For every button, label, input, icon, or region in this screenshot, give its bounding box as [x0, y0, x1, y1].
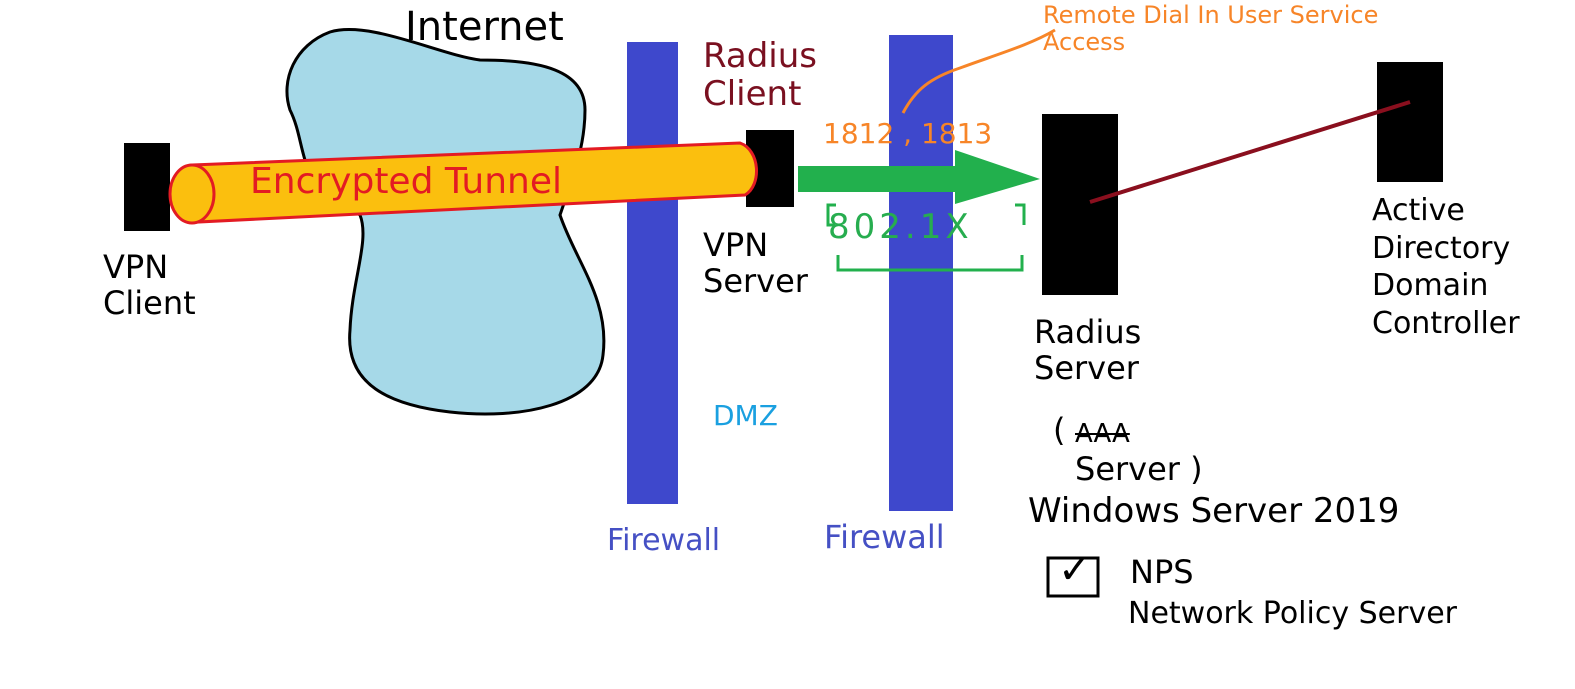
vpn-client-label: VPN Client	[103, 248, 196, 322]
remote-dial-in-label: Remote Dial In User Service Access	[1043, 1, 1379, 56]
nps-full-label: Network Policy Server	[1128, 596, 1458, 631]
nps-label: NPS	[1130, 553, 1194, 591]
encrypted-tunnel-mouth	[168, 163, 216, 225]
nps-checkbox	[1046, 556, 1100, 598]
aaa-label: AAA	[1075, 419, 1130, 449]
callout-line	[901, 28, 1056, 114]
encrypted-tunnel-body	[190, 141, 758, 224]
domain-controller-device	[1377, 62, 1443, 182]
firewall-right-bar	[889, 35, 953, 511]
radius-server-device	[1042, 114, 1118, 295]
radius-to-dc-line	[1089, 100, 1411, 204]
radius-server-label: Radius Server	[1034, 313, 1142, 387]
internet-label: Internet	[405, 4, 564, 50]
aaa-open-paren: (	[1053, 411, 1066, 449]
active-directory-label: Active Directory Domain Controller	[1372, 193, 1520, 341]
firewall-left-bar	[627, 42, 678, 504]
checkbox-mark: ✓	[1058, 547, 1092, 593]
protocol-bracket	[826, 203, 1026, 272]
firewall-left-label: Firewall	[607, 523, 721, 558]
vpn-server-label: VPN Server	[703, 226, 808, 300]
encrypted-tunnel-label: Encrypted Tunnel	[250, 161, 562, 202]
radius-arrow-shaft	[798, 166, 958, 192]
radius-client-label: Radius Client	[703, 36, 818, 115]
windows-server-label: Windows Server 2019	[1028, 491, 1400, 531]
radius-arrow-head	[955, 150, 1040, 204]
ports-label: 1812 , 1813	[823, 117, 993, 150]
vpn-client-device	[124, 143, 170, 231]
protocol-label: 802.1X	[828, 207, 973, 247]
aaa-server-label: Server )	[1075, 450, 1203, 488]
internet-cloud	[285, 28, 606, 416]
dmz-label: DMZ	[713, 399, 778, 432]
firewall-right-label: Firewall	[824, 518, 945, 556]
